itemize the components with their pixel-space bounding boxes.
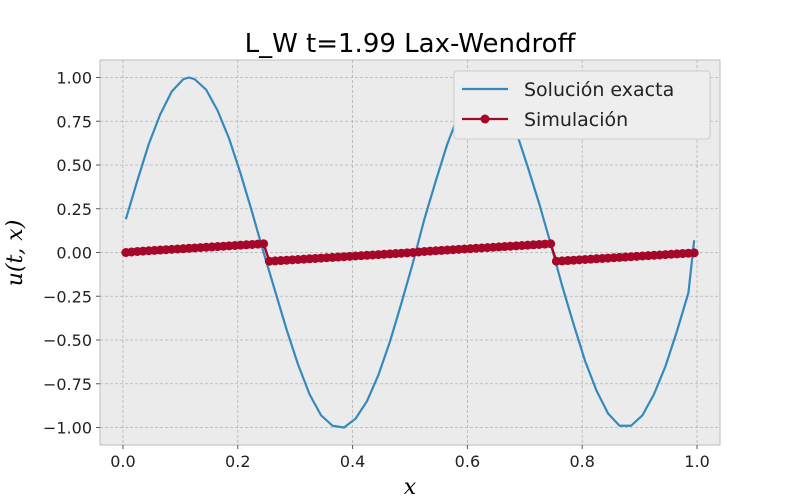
y-tick-label: 1.00 xyxy=(56,69,92,88)
y-tick-label: −0.50 xyxy=(43,331,92,350)
legend: Solución exacta Simulación xyxy=(453,70,711,140)
x-tick-label: 0.6 xyxy=(455,452,480,471)
legend-label-exact: Solución exacta xyxy=(524,79,674,101)
series-layer xyxy=(121,76,699,429)
simulation-data-point xyxy=(689,248,699,258)
x-tick-label: 0.4 xyxy=(340,452,365,471)
y-tick-label: 0.25 xyxy=(56,200,92,219)
y-tick-label: 0.00 xyxy=(56,244,92,263)
simulation-data-point xyxy=(546,239,556,249)
x-tick-label: 0.2 xyxy=(225,452,250,471)
y-axis-label: u(t, x) xyxy=(3,220,28,287)
tick-layer: 0.0 0.2 0.4 0.6 0.8 1.0 1.00 0.75 0.50 0.25 0.00 −0… xyxy=(43,69,710,472)
y-tick-label: −0.25 xyxy=(43,287,92,306)
y-tick-label: 0.75 xyxy=(56,112,92,131)
legend-box xyxy=(453,70,711,140)
y-tick-label: −1.00 xyxy=(43,419,92,438)
y-tick-label: 0.50 xyxy=(56,156,92,175)
x-axis-label: x xyxy=(404,475,417,500)
x-tick-label: 0.0 xyxy=(110,452,135,471)
chart-title: L_W t=1.99 Lax-Wendroff xyxy=(245,29,577,59)
series-line-exact xyxy=(124,76,696,429)
legend-label-simulation: Simulación xyxy=(524,109,628,131)
simulation-data-point xyxy=(259,239,269,249)
x-tick-label: 1.0 xyxy=(684,452,709,471)
y-tick-label: −0.75 xyxy=(43,375,92,394)
x-tick-label: 0.8 xyxy=(569,452,594,471)
legend-marker-simulation xyxy=(480,114,490,124)
